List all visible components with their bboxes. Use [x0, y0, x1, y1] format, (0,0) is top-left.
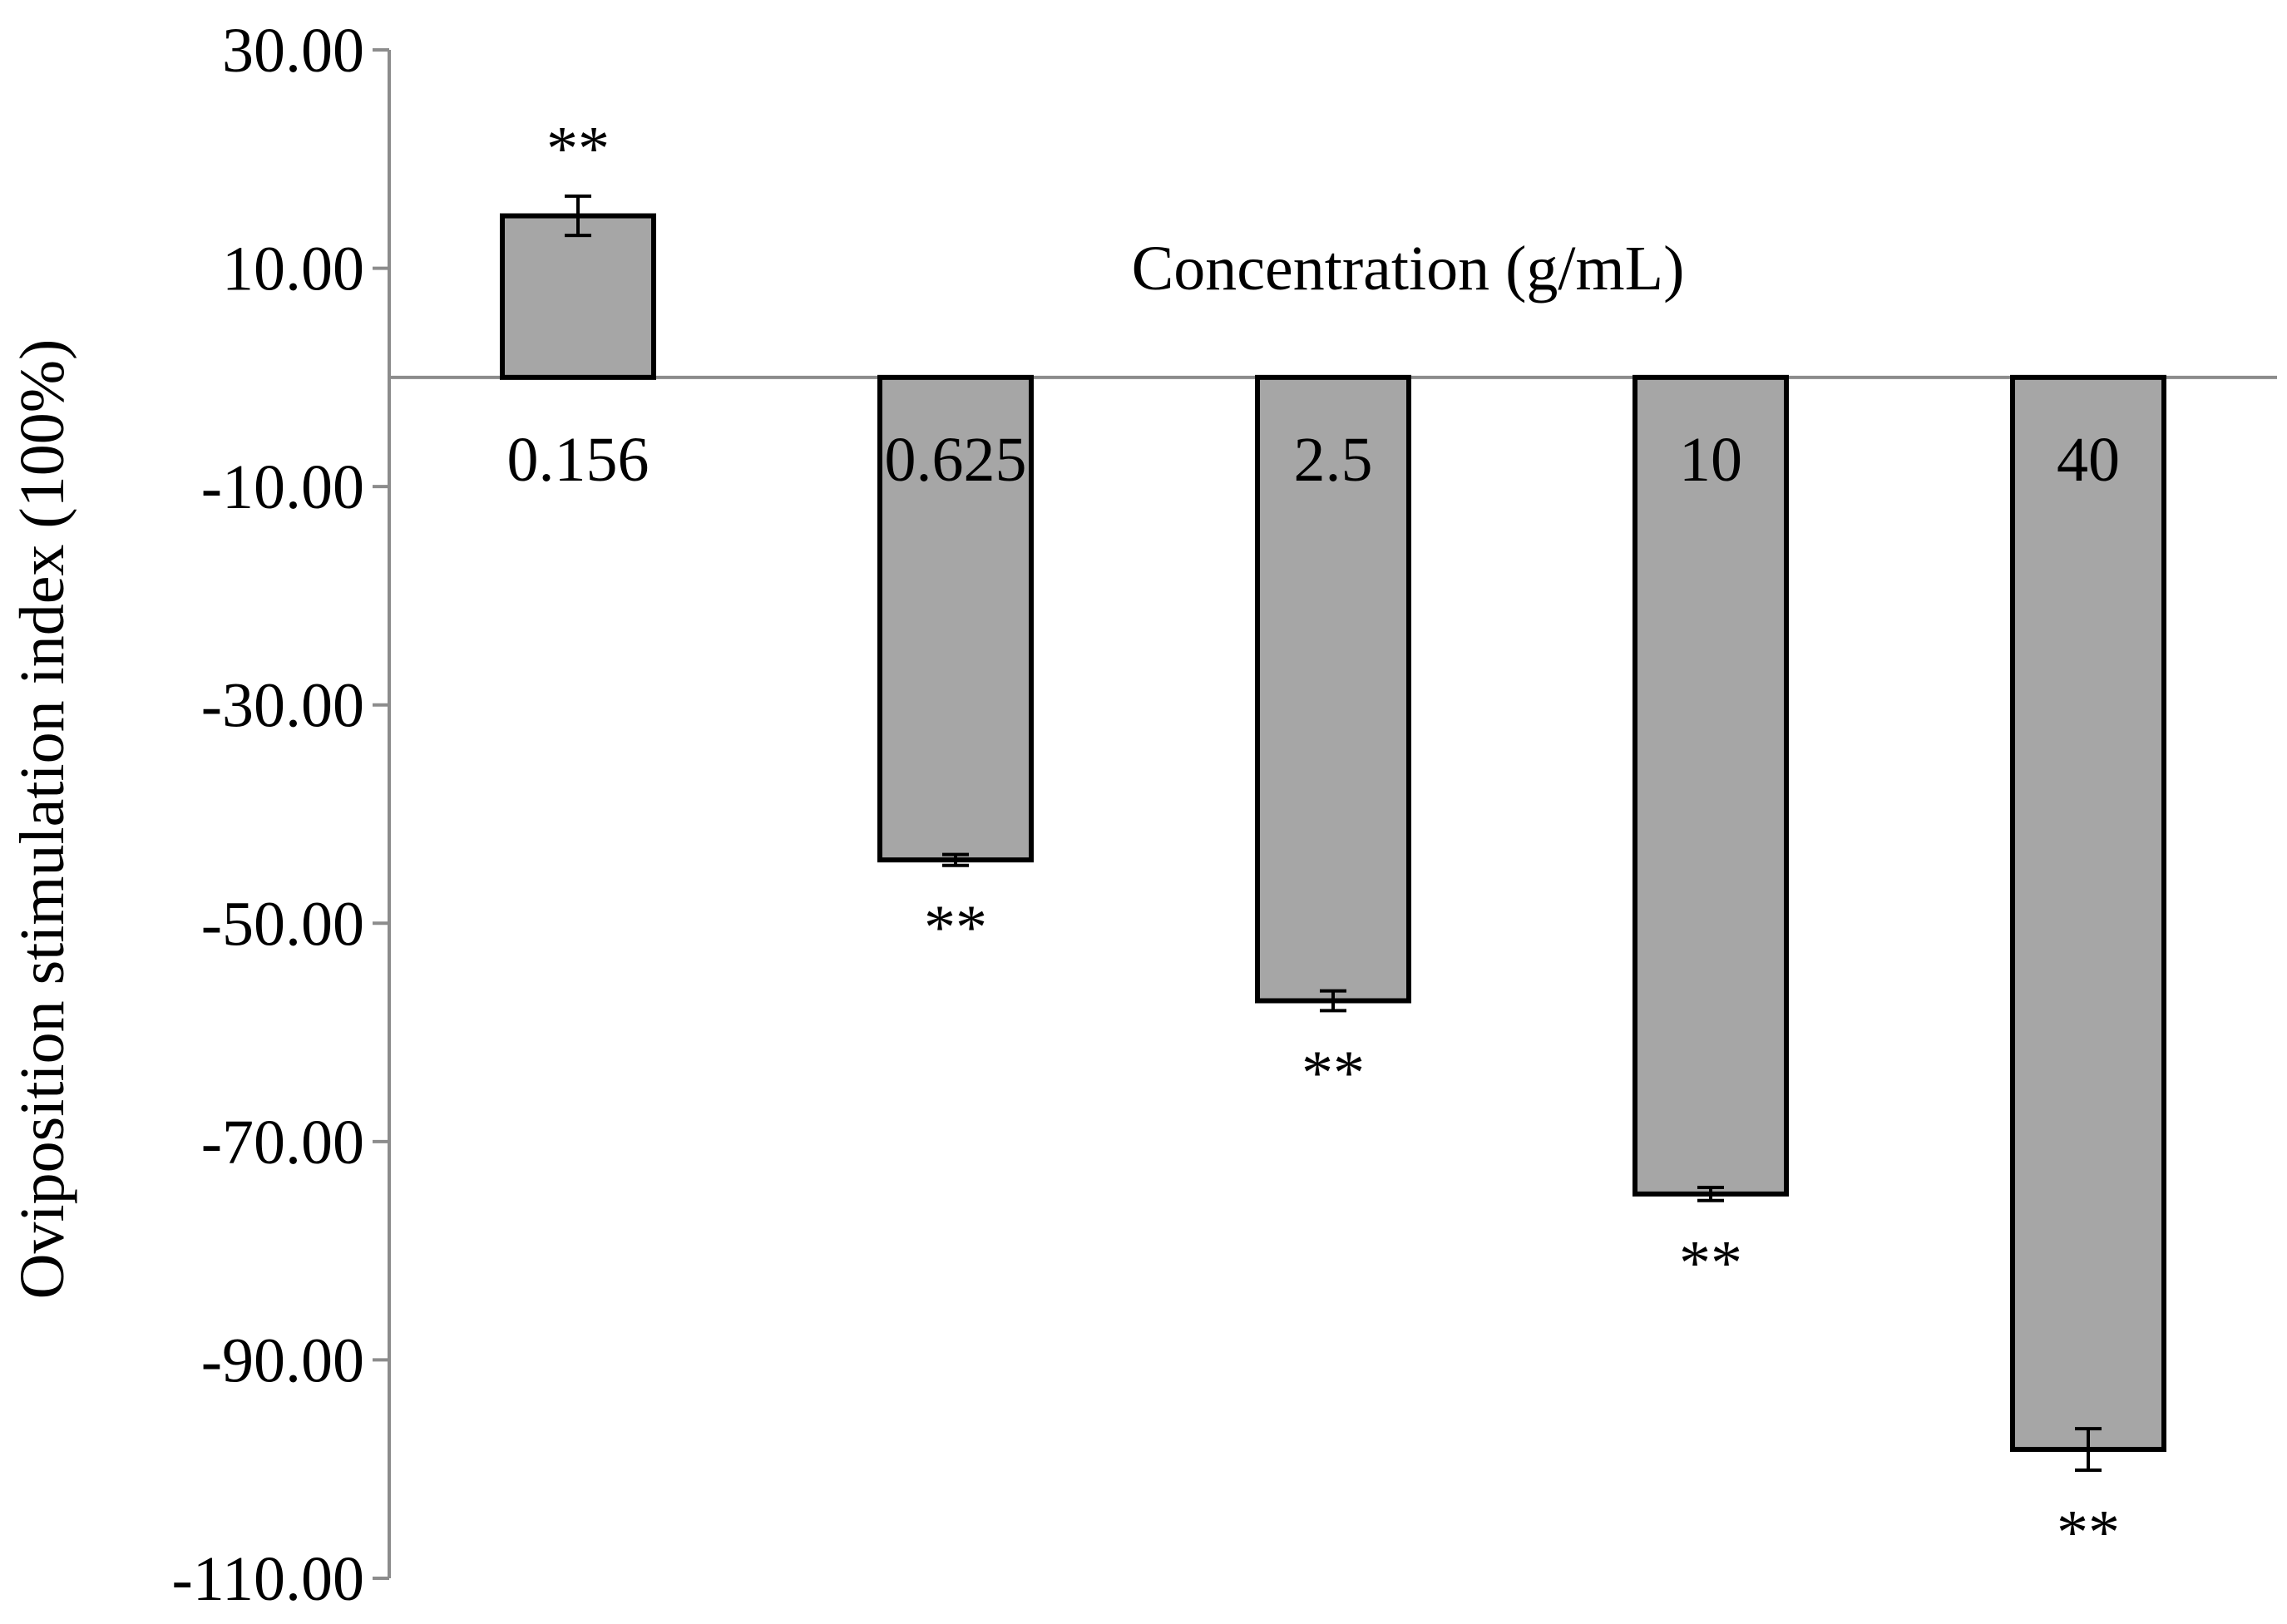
y-tick-label: -70.00: [201, 1108, 364, 1177]
y-tick-label: -10.00: [201, 452, 364, 522]
category-label: 0.156: [507, 425, 650, 495]
significance-label: **: [2057, 1498, 2120, 1567]
bar: [1255, 374, 1411, 1004]
y-tick-label: -30.00: [201, 671, 364, 741]
bar: [500, 213, 656, 380]
significance-label: **: [1679, 1228, 1742, 1298]
y-tick-label: -50.00: [201, 889, 364, 959]
error-bars: [565, 194, 2102, 1473]
y-tick-label: 30.00: [222, 16, 364, 86]
category-label: 40: [2057, 425, 2120, 495]
significance-label: **: [924, 893, 987, 963]
category-label: 2.5: [1294, 425, 1373, 495]
bars: [500, 213, 2166, 1453]
y-tick-label: -110.00: [172, 1544, 365, 1614]
significance-label: **: [546, 114, 610, 184]
x-axis-title: Concentration (g/mL): [1132, 234, 1685, 304]
y-tick-label: -90.00: [201, 1325, 364, 1395]
significance-labels: ** ** ** ** **: [546, 114, 2120, 1567]
y-axis-title: Oviposition stimulation index (100%): [7, 339, 77, 1300]
category-label: 10: [1679, 425, 1742, 495]
category-labels: 0.156 0.625 2.5 10 40: [507, 425, 2121, 495]
category-label: 0.625: [885, 425, 1027, 495]
bar: [2010, 374, 2166, 1453]
bar: [1633, 374, 1789, 1197]
y-tick-labels: 30.00 10.00 -10.00 -30.00 -50.00 -70.00 -90.00…: [172, 16, 365, 1614]
significance-label: **: [1302, 1038, 1365, 1108]
y-tick-label: 10.00: [222, 234, 364, 304]
bar: [877, 374, 1034, 863]
